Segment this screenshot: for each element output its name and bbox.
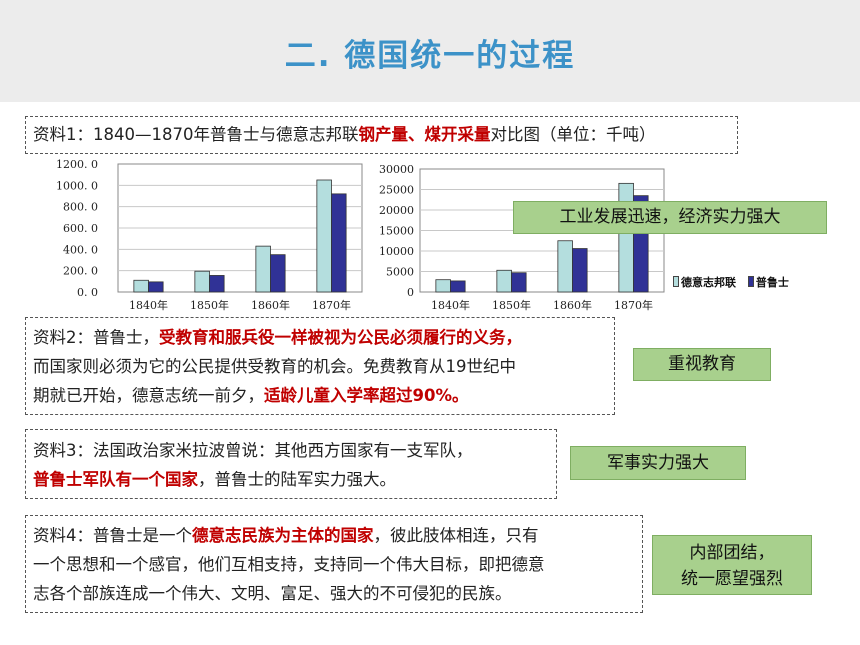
y-tick-label: 20000 [379, 204, 414, 217]
material-4-line-1-start: 资料4：普鲁士是一个 [33, 526, 192, 545]
material-1-caption-end: 对比图（单位：千吨） [490, 125, 656, 144]
bar-confederation-1840年 [435, 279, 451, 293]
material-4-line-1-end: ，彼此肢体相连，只有 [373, 526, 539, 545]
material-1-caption: 资料1：1840—1870年普鲁士与德意志邦联钢产量、煤开采量对比图（单位：千吨… [33, 120, 655, 149]
x-tick-label: 1850年 [492, 298, 531, 312]
x-tick-label: 1870年 [312, 298, 351, 312]
material-2-line-1-start: 资料2：普鲁士， [33, 328, 159, 347]
bar-prussia-1860年 [572, 248, 588, 293]
y-tick-label: 400. 0 [63, 243, 98, 256]
bar-confederation-1850年 [496, 269, 512, 293]
material-3-line-1: 资料3：法国政治家米拉波曾说：其他西方国家有一支军队， [33, 441, 473, 460]
y-tick-label: 10000 [379, 245, 414, 258]
header-band: 二. 德国统一的过程 [0, 0, 860, 102]
material-2-box: 资料2：普鲁士，受教育和服兵役一样被视为公民必须履行的义务， 而国家则必须为它的… [25, 317, 615, 415]
material-1-caption-box: 资料1：1840—1870年普鲁士与德意志邦联钢产量、煤开采量对比图（单位：千吨… [25, 116, 738, 154]
conclusion-tag-military: 军事实力强大 [570, 446, 746, 480]
y-tick-label: 5000 [386, 266, 414, 279]
bar-prussia-1850年 [511, 272, 527, 293]
material-4-line-2: 一个思想和一个感官，他们互相支持，支持同一个伟大目标，即把德意 [33, 555, 545, 574]
bar-confederation-1860年 [557, 240, 573, 293]
bar-prussia-1850年 [209, 275, 225, 293]
x-tick-label: 1850年 [190, 298, 229, 312]
bar-prussia-1840年 [148, 281, 164, 293]
material-2-line-3-start: 期就已开始，德意志统一前夕， [33, 386, 264, 405]
y-tick-label: 800. 0 [63, 201, 98, 214]
material-4-line-1: 资料4：普鲁士是一个德意志民族为主体的国家，彼此肢体相连，只有 [33, 521, 539, 550]
bar-prussia-1860年 [270, 254, 286, 293]
conclusion-tag-unity-line-1: 内部团结， [689, 543, 775, 563]
material-1-highlight: 钢产量、煤开采量 [358, 125, 491, 144]
legend-label-1: 德意志邦联 [681, 276, 736, 289]
material-4-box: 资料4：普鲁士是一个德意志民族为主体的国家，彼此肢体相连，只有 一个思想和一个感… [25, 515, 643, 613]
material-4-highlight: 德意志民族为主体的国家 [192, 526, 374, 545]
material-2-line-1: 资料2：普鲁士，受教育和服兵役一样被视为公民必须履行的义务， [33, 323, 522, 352]
bar-confederation-1870年 [316, 179, 332, 293]
y-tick-label: 200. 0 [63, 265, 98, 278]
y-tick-label: 25000 [379, 184, 414, 197]
material-4-line-3: 志各个部族连成一个伟大、文明、富足、强大的不可侵犯的民族。 [33, 584, 512, 603]
y-tick-label: 1000. 0 [56, 179, 98, 192]
material-1-caption-start: 资料1：1840—1870年普鲁士与德意志邦联 [33, 125, 359, 144]
x-tick-label: 1870年 [614, 298, 653, 312]
legend-swatch-2 [747, 276, 754, 287]
bar-prussia-1840年 [450, 280, 466, 293]
chart-legend: 德意志邦联 普鲁士 [673, 274, 789, 290]
x-tick-label: 1840年 [129, 298, 168, 312]
y-tick-label: 1200. 0 [56, 158, 98, 171]
steel-output-chart: 1200. 0 1000. 0 800. 0 600. 0 400. 0 200. 0 0.… [56, 158, 363, 312]
x-tick-label: 1860年 [251, 298, 290, 312]
material-2-line-3: 期就已开始，德意志统一前夕，适龄儿童入学率超过90%。 [33, 381, 469, 410]
conclusion-tag-education: 重视教育 [633, 348, 771, 381]
material-2-line-2: 而国家则必须为它的公民提供受教育的机会。免费教育从19世纪中 [33, 357, 516, 376]
x-tick-label: 1860年 [553, 298, 592, 312]
x-tick-label: 1840年 [431, 298, 470, 312]
y-tick-label: 600. 0 [63, 222, 98, 235]
conclusion-tag-unity: 内部团结， 统一愿望强烈 [652, 535, 812, 595]
legend-label-2: 普鲁士 [755, 276, 789, 289]
coal-output-chart: 30000 25000 20000 15000 10000 5000 0 1840年 1850年… [379, 163, 665, 312]
bar-confederation-1840年 [133, 279, 149, 293]
bar-confederation-1850年 [194, 270, 210, 293]
conclusion-tag-unity-line-2: 统一愿望强烈 [681, 569, 783, 589]
bar-confederation-1870年 [618, 182, 634, 293]
conclusion-tag-economy: 工业发展迅速，经济实力强大 [513, 201, 827, 234]
page-title: 二. 德国统一的过程 [284, 38, 576, 74]
material-2-highlight-2: 适龄儿童入学率超过90%。 [264, 386, 469, 405]
y-tick-label: 0. 0 [77, 286, 98, 299]
material-3-box: 资料3：法国政治家米拉波曾说：其他西方国家有一支军队， 普鲁士军队有一个国家，普… [25, 429, 557, 499]
material-3-highlight: 普鲁士军队有一个国家 [33, 470, 198, 489]
y-tick-label: 0 [407, 286, 414, 299]
y-tick-label: 30000 [379, 163, 414, 176]
material-3-line-2-end: ，普鲁士的陆军实力强大。 [198, 470, 396, 489]
y-tick-label: 15000 [379, 225, 414, 238]
bar-prussia-1870年 [331, 193, 347, 293]
material-2-highlight-1: 受教育和服兵役一样被视为公民必须履行的义务， [159, 328, 522, 347]
material-3-line-2: 普鲁士军队有一个国家，普鲁士的陆军实力强大。 [33, 465, 396, 494]
legend-swatch-1 [673, 276, 679, 287]
bar-confederation-1860年 [255, 245, 271, 293]
